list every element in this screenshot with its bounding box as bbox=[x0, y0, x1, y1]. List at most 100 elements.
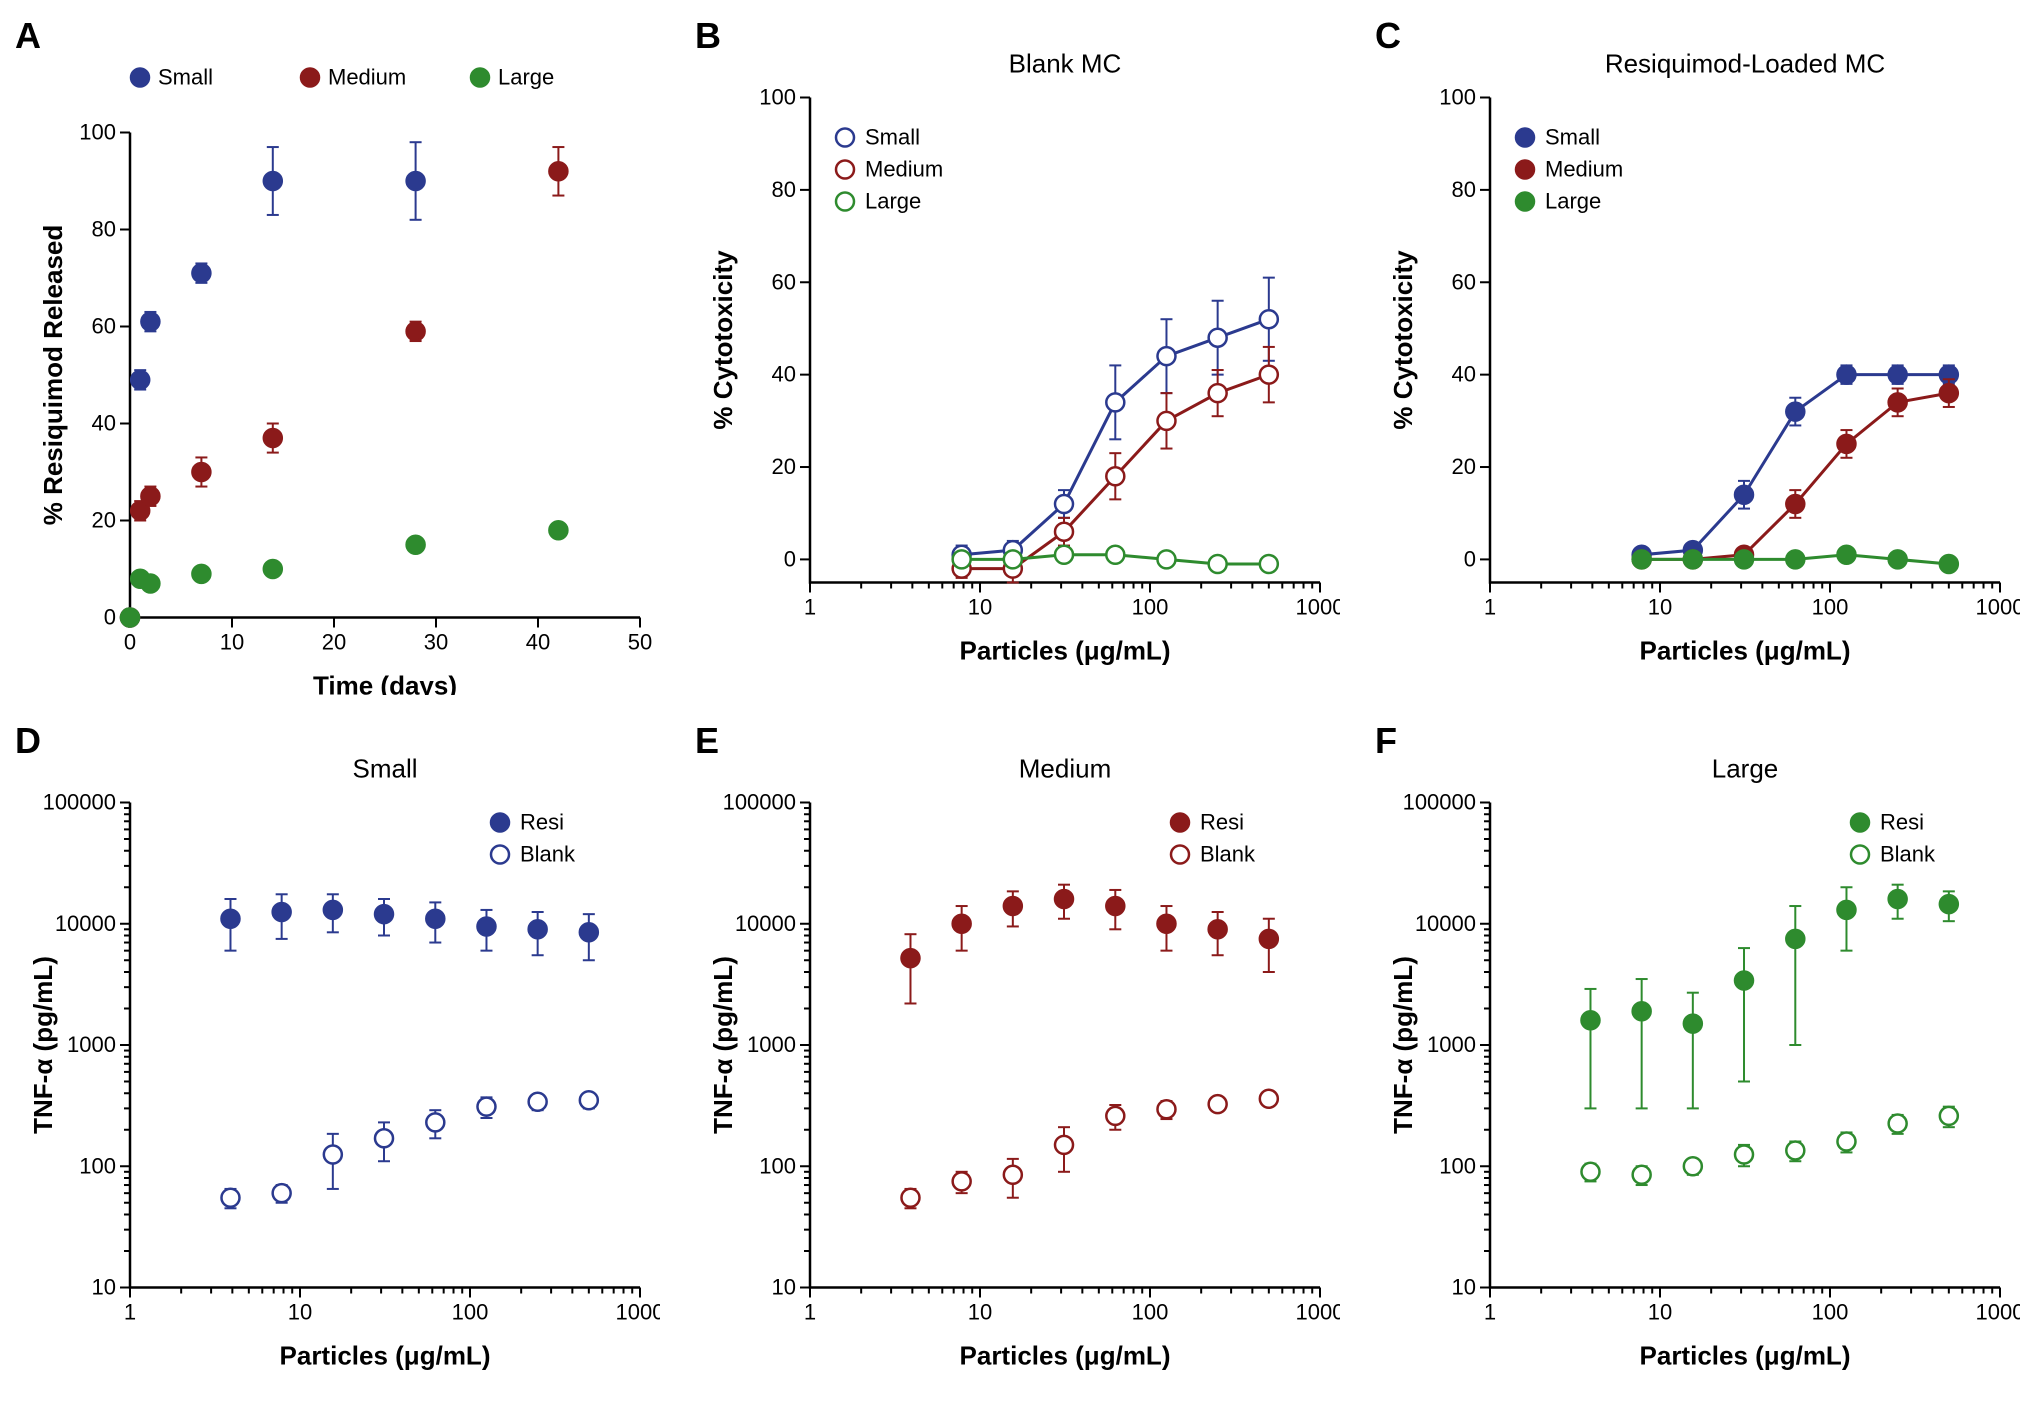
svg-text:80: 80 bbox=[1452, 177, 1476, 202]
svg-text:60: 60 bbox=[92, 314, 116, 339]
panel-b: B 1101001000020406080100Particles (μg/mL… bbox=[700, 20, 1340, 695]
svg-text:% Resiquimod Released: % Resiquimod Released bbox=[38, 225, 68, 526]
svg-text:TNF-α (pg/mL): TNF-α (pg/mL) bbox=[708, 956, 738, 1134]
svg-text:Large: Large bbox=[1545, 189, 1601, 214]
svg-text:100: 100 bbox=[759, 1153, 796, 1178]
svg-text:10: 10 bbox=[1648, 1300, 1672, 1325]
svg-text:10: 10 bbox=[968, 1300, 992, 1325]
svg-text:Medium: Medium bbox=[1019, 754, 1111, 784]
panel-label-e: E bbox=[695, 720, 719, 762]
svg-text:1000: 1000 bbox=[1976, 595, 2020, 620]
svg-text:% Cytotoxicity: % Cytotoxicity bbox=[708, 250, 738, 430]
svg-text:10000: 10000 bbox=[1415, 911, 1476, 936]
svg-text:TNF-α (pg/mL): TNF-α (pg/mL) bbox=[1388, 956, 1418, 1134]
svg-text:1: 1 bbox=[1484, 1300, 1496, 1325]
svg-text:Small: Small bbox=[1545, 125, 1600, 150]
svg-text:80: 80 bbox=[92, 217, 116, 242]
svg-text:Particles (μg/mL): Particles (μg/mL) bbox=[960, 1341, 1171, 1371]
svg-text:10: 10 bbox=[1648, 595, 1672, 620]
svg-text:Time (days): Time (days) bbox=[313, 671, 457, 696]
svg-text:Large: Large bbox=[865, 189, 921, 214]
svg-text:1000: 1000 bbox=[1427, 1032, 1476, 1057]
svg-text:Small: Small bbox=[158, 65, 213, 90]
svg-text:Resi: Resi bbox=[520, 810, 564, 835]
panel-f: F 110100100010100100010000100000Particle… bbox=[1380, 725, 2020, 1400]
svg-text:1000: 1000 bbox=[1296, 595, 1340, 620]
panel-d: D 110100100010100100010000100000Particle… bbox=[20, 725, 660, 1400]
svg-text:100000: 100000 bbox=[43, 790, 116, 815]
svg-text:Large: Large bbox=[1712, 754, 1779, 784]
svg-text:100: 100 bbox=[1132, 595, 1169, 620]
svg-text:100: 100 bbox=[1439, 1153, 1476, 1178]
svg-text:0: 0 bbox=[784, 546, 796, 571]
svg-text:100000: 100000 bbox=[723, 790, 796, 815]
svg-text:1: 1 bbox=[804, 595, 816, 620]
chart-c: 1101001000020406080100Particles (μg/mL)%… bbox=[1380, 20, 2020, 695]
svg-text:Particles (μg/mL): Particles (μg/mL) bbox=[960, 636, 1171, 666]
panel-label-f: F bbox=[1375, 720, 1397, 762]
svg-text:1000: 1000 bbox=[747, 1032, 796, 1057]
svg-text:10: 10 bbox=[772, 1275, 796, 1300]
svg-text:Resi: Resi bbox=[1200, 810, 1244, 835]
svg-text:50: 50 bbox=[628, 630, 652, 655]
svg-text:40: 40 bbox=[1452, 362, 1476, 387]
svg-text:40: 40 bbox=[526, 630, 550, 655]
svg-text:Blank: Blank bbox=[1200, 842, 1256, 867]
chart-b: 1 10 100 1000 0 20 40 60 80 100 Particles (μg/mL)%… bbox=[700, 20, 1340, 695]
chart-a: SmallMediumLarge01020304050020406080100T… bbox=[20, 20, 660, 695]
svg-text:40: 40 bbox=[772, 362, 796, 387]
svg-text:100: 100 bbox=[452, 1300, 489, 1325]
svg-text:Resi: Resi bbox=[1880, 810, 1924, 835]
svg-text:100: 100 bbox=[1812, 1300, 1849, 1325]
svg-text:100: 100 bbox=[759, 85, 796, 110]
svg-text:Resiquimod-Loaded MC: Resiquimod-Loaded MC bbox=[1605, 49, 1885, 79]
panel-label-b: B bbox=[695, 15, 721, 57]
svg-text:Particles (μg/mL): Particles (μg/mL) bbox=[280, 1341, 491, 1371]
svg-text:100: 100 bbox=[1812, 595, 1849, 620]
svg-text:10: 10 bbox=[92, 1275, 116, 1300]
panel-label-c: C bbox=[1375, 15, 1401, 57]
svg-text:100000: 100000 bbox=[1403, 790, 1476, 815]
svg-text:Small: Small bbox=[865, 125, 920, 150]
svg-text:Medium: Medium bbox=[1545, 157, 1623, 182]
svg-text:Medium: Medium bbox=[328, 65, 406, 90]
svg-text:1: 1 bbox=[804, 1300, 816, 1325]
svg-text:30: 30 bbox=[424, 630, 448, 655]
svg-text:Blank: Blank bbox=[520, 842, 576, 867]
svg-text:Small: Small bbox=[352, 754, 417, 784]
chart-f: 110100100010100100010000100000Particles … bbox=[1380, 725, 2020, 1400]
svg-text:Particles (μg/mL): Particles (μg/mL) bbox=[1640, 636, 1851, 666]
svg-text:40: 40 bbox=[92, 411, 116, 436]
panel-a: A SmallMediumLarge0102030405002040608010… bbox=[20, 20, 660, 695]
svg-text:Medium: Medium bbox=[865, 157, 943, 182]
svg-text:10: 10 bbox=[968, 595, 992, 620]
svg-text:80: 80 bbox=[772, 177, 796, 202]
svg-text:100: 100 bbox=[1439, 85, 1476, 110]
svg-text:100: 100 bbox=[79, 1153, 116, 1178]
svg-text:0: 0 bbox=[1464, 546, 1476, 571]
svg-text:1: 1 bbox=[1484, 595, 1496, 620]
svg-text:10: 10 bbox=[288, 1300, 312, 1325]
svg-text:20: 20 bbox=[1452, 454, 1476, 479]
svg-text:TNF-α (pg/mL): TNF-α (pg/mL) bbox=[28, 956, 58, 1134]
svg-text:20: 20 bbox=[772, 454, 796, 479]
svg-text:60: 60 bbox=[772, 269, 796, 294]
svg-text:20: 20 bbox=[92, 508, 116, 533]
svg-text:Particles (μg/mL): Particles (μg/mL) bbox=[1640, 1341, 1851, 1371]
svg-text:1000: 1000 bbox=[1296, 1300, 1340, 1325]
panel-e: E 110100100010100100010000100000Particle… bbox=[700, 725, 1340, 1400]
svg-text:Large: Large bbox=[498, 65, 554, 90]
panel-c: C 1101001000020406080100Particles (μg/mL… bbox=[1380, 20, 2020, 695]
figure-grid: A SmallMediumLarge0102030405002040608010… bbox=[20, 20, 2020, 1400]
svg-text:1000: 1000 bbox=[1976, 1300, 2020, 1325]
svg-text:20: 20 bbox=[322, 630, 346, 655]
svg-text:1000: 1000 bbox=[616, 1300, 660, 1325]
svg-text:10000: 10000 bbox=[735, 911, 796, 936]
svg-text:100: 100 bbox=[79, 120, 116, 145]
panel-label-d: D bbox=[15, 720, 41, 762]
svg-text:0: 0 bbox=[124, 630, 136, 655]
svg-text:Blank MC: Blank MC bbox=[1009, 49, 1122, 79]
svg-text:1: 1 bbox=[124, 1300, 136, 1325]
chart-e: 110100100010100100010000100000Particles … bbox=[700, 725, 1340, 1400]
svg-text:% Cytotoxicity: % Cytotoxicity bbox=[1388, 250, 1418, 430]
